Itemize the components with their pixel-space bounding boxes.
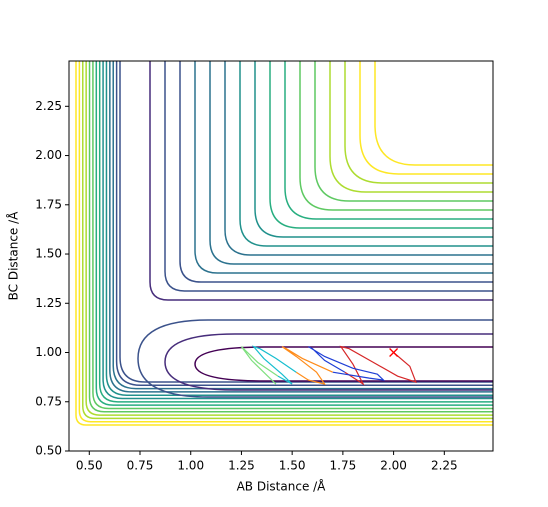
x-tick-label: 0.75: [127, 459, 154, 473]
contour-line: [164, 333, 493, 391]
x-tick-label: 1.00: [177, 459, 204, 473]
contour-line: [95, 61, 493, 406]
y-tick-label: 1.75: [35, 197, 62, 211]
contour-line: [112, 61, 493, 390]
trajectory-line: [240, 346, 279, 385]
contour-line: [374, 61, 493, 166]
contour-line: [209, 61, 493, 265]
trajectory-line: [281, 346, 333, 385]
contour-line: [75, 61, 493, 426]
x-tick-label: 1.75: [330, 459, 357, 473]
y-tick-label: 1.00: [35, 345, 62, 359]
x-tick-label: 2.25: [431, 459, 458, 473]
contour-line: [299, 61, 493, 211]
y-tick-label: 1.50: [35, 247, 62, 261]
contour-line: [85, 61, 493, 416]
contour-line: [194, 346, 493, 382]
contour-line: [284, 61, 493, 220]
contour-line: [102, 61, 493, 400]
start-marker: [389, 348, 399, 357]
contour-line: [179, 61, 493, 283]
contour-line: [329, 61, 493, 193]
y-tick-label: 2.25: [35, 99, 62, 113]
contour-line: [194, 61, 493, 274]
x-tick-label: 0.50: [76, 459, 103, 473]
contour-line: [88, 61, 493, 413]
x-tick-label: 2.00: [380, 459, 407, 473]
contours: [75, 61, 493, 426]
contour-line: [314, 61, 493, 202]
contour-line: [164, 61, 493, 292]
contour-line: [82, 61, 493, 420]
trajectory-line: [308, 346, 386, 381]
trajectory-line: [339, 345, 417, 386]
trajectory-line: [251, 345, 297, 385]
contour-line: [78, 61, 493, 423]
x-tick-label: 1.25: [228, 459, 255, 473]
x-axis-label: AB Distance /Å: [237, 479, 327, 494]
contour-line: [115, 61, 493, 387]
contour-line: [254, 61, 493, 238]
x-tick-label: 1.50: [279, 459, 306, 473]
contour-line: [92, 61, 493, 410]
contour-line: [109, 61, 493, 393]
contour-line: [344, 61, 493, 184]
y-tick-label: 0.75: [35, 394, 62, 408]
y-tick-label: 0.50: [35, 444, 62, 458]
axes-frame: [68, 60, 494, 452]
contour-line: [119, 61, 493, 383]
contour-line: [269, 61, 493, 229]
trajectory: [240, 345, 417, 386]
contour-line: [105, 61, 493, 396]
y-axis-label: BC Distance /Å: [6, 211, 21, 301]
y-tick-label: 2.00: [35, 148, 62, 162]
contour-line: [137, 319, 493, 398]
contour-line: [239, 61, 493, 247]
contour-line: [224, 61, 493, 256]
contour-line: [98, 61, 493, 403]
y-tick-label: 1.25: [35, 296, 62, 310]
contour-line: [359, 61, 493, 175]
contour-line: [149, 61, 493, 301]
